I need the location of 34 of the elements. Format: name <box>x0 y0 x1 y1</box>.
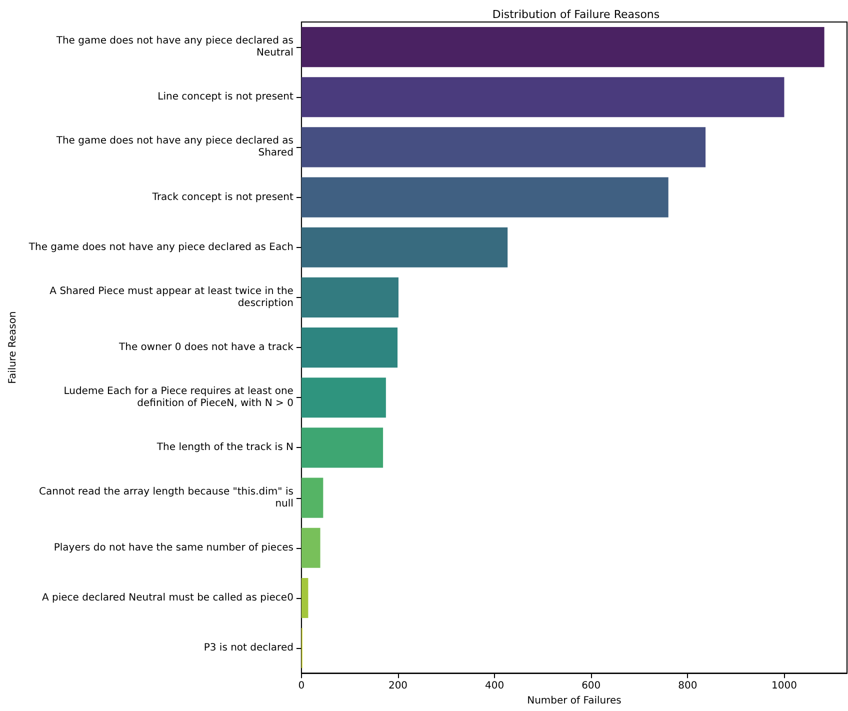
y-tick-label: Players do not have the same number of pieces <box>54 542 294 554</box>
chart-title: Distribution of Failure Reasons <box>492 8 660 21</box>
y-tick-label: Line concept is not present <box>158 92 294 103</box>
x-tick-label: 1000 <box>772 680 797 692</box>
y-tick-label: A Shared Piece must appear at least twice in the description <box>50 286 294 309</box>
y-tick-label: Ludeme Each for a Piece requires at least one definition of PieceN, with N > 0 <box>64 386 294 410</box>
bar <box>301 227 508 268</box>
x-axis-title: Number of Failures <box>527 696 622 706</box>
bar <box>301 378 386 418</box>
bar <box>301 277 398 318</box>
y-tick-label: P3 is not declared <box>204 642 294 654</box>
bar <box>301 328 398 368</box>
bar <box>301 478 324 518</box>
x-tick-label: 0 <box>298 680 305 692</box>
y-tick-label: Cannot read the array length because "this.dim" is null <box>39 486 294 510</box>
y-tick-label: Track concept is not present <box>151 192 294 203</box>
y-axis-title: Failure Reason <box>8 311 18 384</box>
y-tick-label: The owner 0 does not have a track <box>118 342 294 354</box>
x-tick-label: 600 <box>582 680 601 692</box>
bar <box>301 578 308 618</box>
y-tick-label: The game does not have any piece declared as Each <box>28 242 294 253</box>
y-tick-label: The game does not have any piece declared as Neutral <box>55 36 294 59</box>
x-tick-label: 200 <box>388 680 408 692</box>
y-tick-label: A piece declared Neutral must be called as piece0 <box>42 592 294 604</box>
x-tick-label: 800 <box>678 680 698 692</box>
bar <box>301 77 784 118</box>
bar <box>301 528 320 568</box>
bar <box>301 127 706 168</box>
bar <box>301 177 668 218</box>
y-tick-label: The game does not have any piece declared as Shared <box>55 136 294 159</box>
x-tick-label: 400 <box>485 680 504 692</box>
y-tick-label: The length of the track is N <box>156 442 294 454</box>
bar <box>301 27 824 68</box>
bar <box>301 428 384 468</box>
